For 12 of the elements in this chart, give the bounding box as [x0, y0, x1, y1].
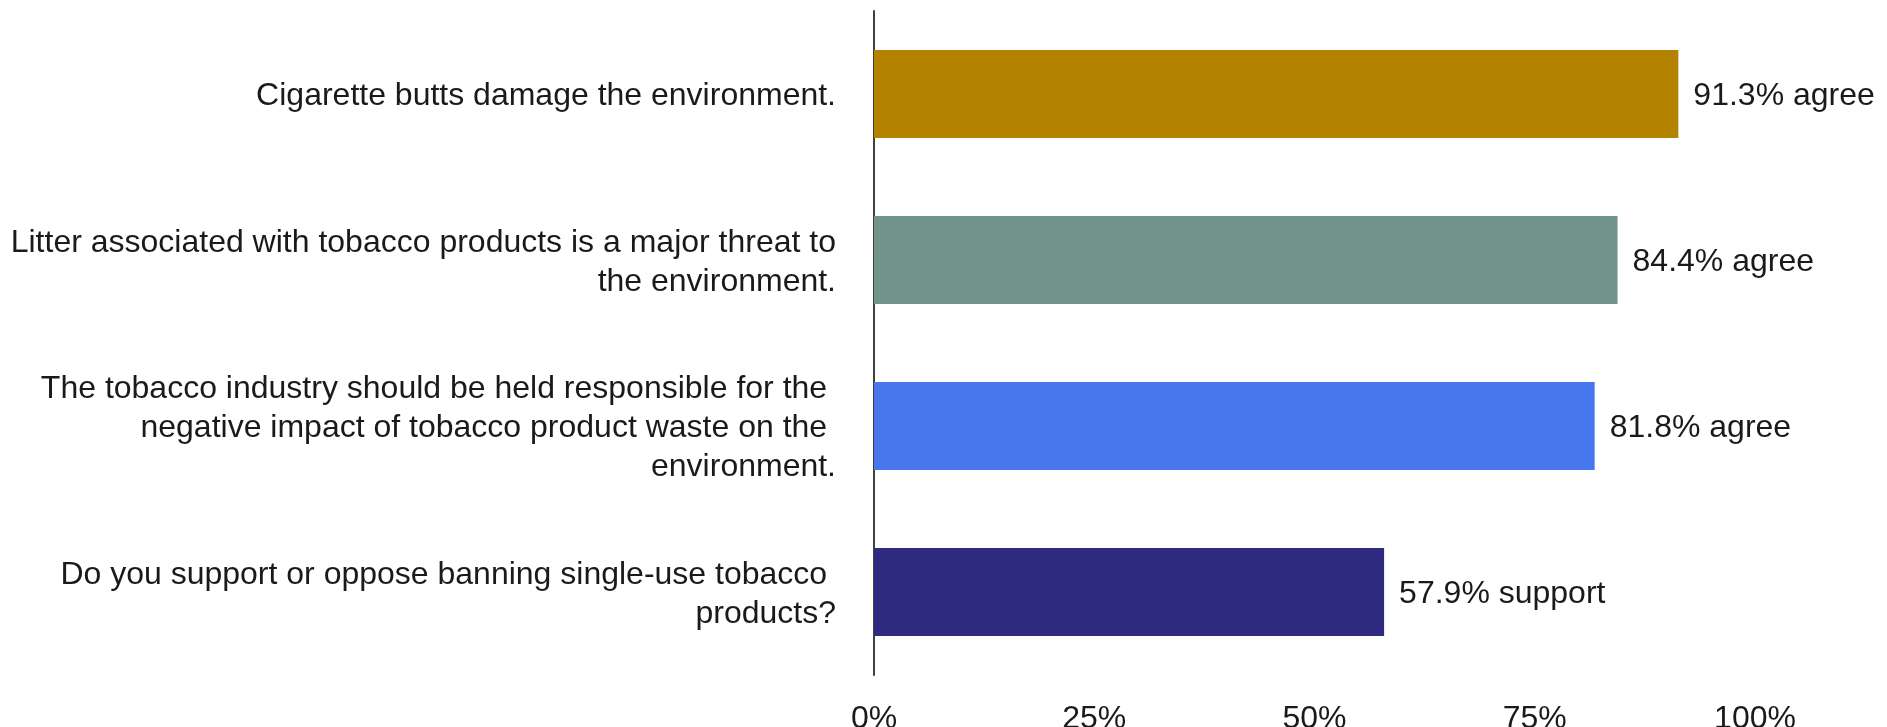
y-tick-label: Cigarette butts damage the environment. [256, 76, 836, 112]
data-label: 91.3% agree [1693, 76, 1875, 112]
bar [874, 50, 1679, 138]
y-tick-label: Litter associated with tobacco products is a major threat to the environment. [10, 222, 836, 298]
bar [874, 382, 1595, 470]
data-label: 84.4% agree [1632, 242, 1815, 278]
y-tick-label: The tobacco industry should be held responsible for the negative impact of tobacco product waste on the environment. [40, 369, 836, 483]
bar [874, 548, 1385, 636]
y-tick-label: Do you support or oppose banning single-use tobacco products? [60, 554, 836, 630]
bar [874, 216, 1618, 304]
data-label: 81.8% agree [1609, 408, 1792, 444]
data-label: 57.9% support [1399, 574, 1606, 610]
